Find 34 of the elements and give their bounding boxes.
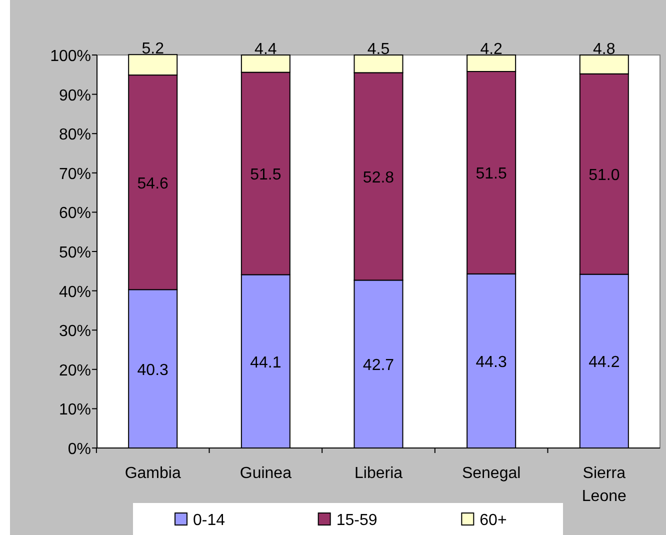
y-tick-label: 90% <box>58 87 91 104</box>
data-label: 44.2 <box>588 354 620 372</box>
y-tick-label: 100% <box>50 48 91 65</box>
data-label: 4.2 <box>480 41 503 58</box>
y-tick-label: 0% <box>68 441 91 458</box>
x-tick-label: Senegal <box>462 465 521 482</box>
data-label: 51.0 <box>588 167 620 184</box>
data-label: 51.5 <box>476 166 507 183</box>
y-tick-label: 50% <box>58 244 91 262</box>
x-tick-label: Guinea <box>240 465 292 482</box>
data-label: 51.5 <box>250 166 282 184</box>
data-label: 42.7 <box>362 357 394 374</box>
y-tick-label: 20% <box>58 362 91 380</box>
x-tick-label: Liberia <box>354 465 403 482</box>
data-label: 5.2 <box>142 40 164 58</box>
x-tick-label: Gambia <box>124 465 181 482</box>
legend-label: 15-59 <box>336 512 378 529</box>
y-tick-label: 30% <box>58 323 91 340</box>
data-label: 54.6 <box>137 175 169 192</box>
y-tick-label: 40% <box>58 284 91 301</box>
y-tick-label: 80% <box>58 126 91 144</box>
legend-label: 0-14 <box>193 512 226 529</box>
legend-label: 60+ <box>480 512 507 529</box>
y-tick-label: 10% <box>58 402 91 419</box>
data-label: 44.3 <box>476 354 507 371</box>
data-label: 4.5 <box>367 41 390 58</box>
data-label: 52.8 <box>362 169 394 186</box>
y-tick-label: 70% <box>58 166 91 183</box>
data-label: 40.3 <box>137 362 169 379</box>
x-tick-label: Sierra Leone <box>582 465 626 505</box>
data-label: 4.4 <box>254 41 277 58</box>
data-label: 4.8 <box>593 41 616 58</box>
y-tick-label: 60% <box>58 205 91 222</box>
data-label: 44.1 <box>250 354 282 372</box>
